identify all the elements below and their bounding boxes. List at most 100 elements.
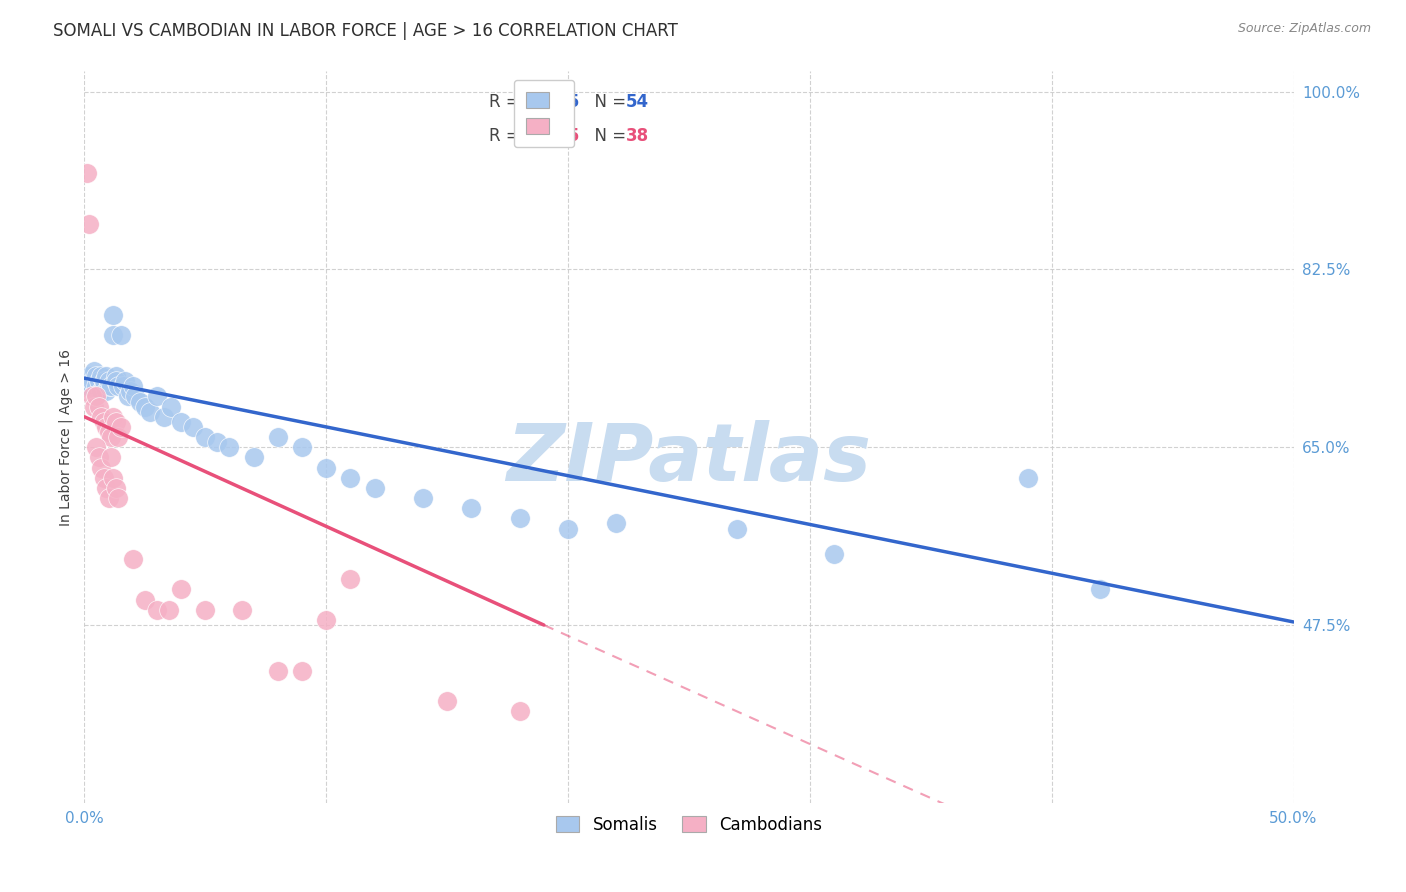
- Text: SOMALI VS CAMBODIAN IN LABOR FORCE | AGE > 16 CORRELATION CHART: SOMALI VS CAMBODIAN IN LABOR FORCE | AGE…: [53, 22, 678, 40]
- Point: [86, 440, 108, 454]
- Text: -0.205: -0.205: [520, 127, 579, 145]
- Point: [93, 379, 115, 393]
- Text: ZIPatlas: ZIPatlas: [506, 420, 872, 498]
- Point: [460, 501, 482, 516]
- Point: [194, 430, 217, 444]
- Text: -0.625: -0.625: [520, 93, 579, 112]
- Point: [97, 379, 120, 393]
- Point: [170, 415, 193, 429]
- Point: [267, 664, 290, 678]
- Point: [87, 374, 110, 388]
- Point: [153, 409, 176, 424]
- Point: [231, 603, 253, 617]
- Point: [104, 415, 127, 429]
- Point: [110, 420, 132, 434]
- Point: [100, 450, 122, 465]
- Point: [86, 389, 108, 403]
- Point: [107, 491, 129, 505]
- Text: N =: N =: [583, 127, 631, 145]
- Point: [117, 389, 139, 403]
- Point: [170, 582, 193, 597]
- Point: [291, 664, 314, 678]
- Point: [181, 420, 204, 434]
- Point: [77, 217, 100, 231]
- Point: [242, 450, 264, 465]
- Point: [509, 704, 531, 718]
- Point: [412, 491, 434, 505]
- Point: [87, 450, 110, 465]
- Text: N =: N =: [583, 93, 631, 112]
- Point: [129, 394, 152, 409]
- Point: [124, 389, 146, 403]
- Point: [90, 384, 112, 399]
- Point: [83, 364, 105, 378]
- Y-axis label: In Labor Force | Age > 16: In Labor Force | Age > 16: [59, 349, 73, 525]
- Point: [93, 415, 115, 429]
- Point: [114, 374, 136, 388]
- Point: [94, 384, 117, 399]
- Text: Source: ZipAtlas.com: Source: ZipAtlas.com: [1237, 22, 1371, 36]
- Point: [823, 547, 845, 561]
- Point: [94, 369, 117, 384]
- Legend: Somalis, Cambodians: Somalis, Cambodians: [547, 807, 831, 842]
- Point: [160, 400, 183, 414]
- Point: [509, 511, 531, 525]
- Point: [93, 471, 115, 485]
- Point: [104, 481, 127, 495]
- Point: [97, 491, 120, 505]
- Point: [112, 379, 135, 393]
- Point: [121, 379, 143, 393]
- Text: R =: R =: [489, 127, 526, 145]
- Point: [134, 592, 156, 607]
- Point: [157, 603, 180, 617]
- Text: 38: 38: [626, 127, 650, 145]
- Point: [291, 440, 314, 454]
- Point: [80, 389, 103, 403]
- Point: [605, 516, 627, 531]
- Point: [103, 328, 125, 343]
- Point: [90, 409, 112, 424]
- Point: [339, 572, 361, 586]
- Point: [97, 374, 120, 388]
- Point: [94, 481, 117, 495]
- Point: [76, 379, 98, 393]
- Point: [725, 521, 748, 535]
- Point: [363, 481, 385, 495]
- Point: [1088, 582, 1111, 597]
- Point: [436, 694, 458, 708]
- Point: [120, 384, 142, 399]
- Point: [100, 379, 122, 393]
- Point: [90, 369, 112, 384]
- Point: [100, 430, 122, 444]
- Point: [104, 374, 127, 388]
- Point: [80, 374, 103, 388]
- Point: [86, 379, 108, 393]
- Point: [138, 405, 160, 419]
- Point: [104, 369, 127, 384]
- Point: [107, 379, 129, 393]
- Point: [1017, 471, 1039, 485]
- Point: [110, 328, 132, 343]
- Point: [315, 613, 337, 627]
- Point: [218, 440, 240, 454]
- Point: [77, 369, 100, 384]
- Point: [94, 420, 117, 434]
- Point: [134, 400, 156, 414]
- Point: [121, 552, 143, 566]
- Point: [103, 308, 125, 322]
- Point: [194, 603, 217, 617]
- Point: [103, 409, 125, 424]
- Text: 54: 54: [626, 93, 650, 112]
- Point: [103, 471, 125, 485]
- Point: [83, 400, 105, 414]
- Point: [207, 435, 229, 450]
- Point: [146, 389, 169, 403]
- Point: [76, 166, 98, 180]
- Point: [315, 460, 337, 475]
- Point: [86, 369, 108, 384]
- Point: [90, 460, 112, 475]
- Point: [557, 521, 579, 535]
- Point: [107, 430, 129, 444]
- Text: R =: R =: [489, 93, 526, 112]
- Point: [267, 430, 290, 444]
